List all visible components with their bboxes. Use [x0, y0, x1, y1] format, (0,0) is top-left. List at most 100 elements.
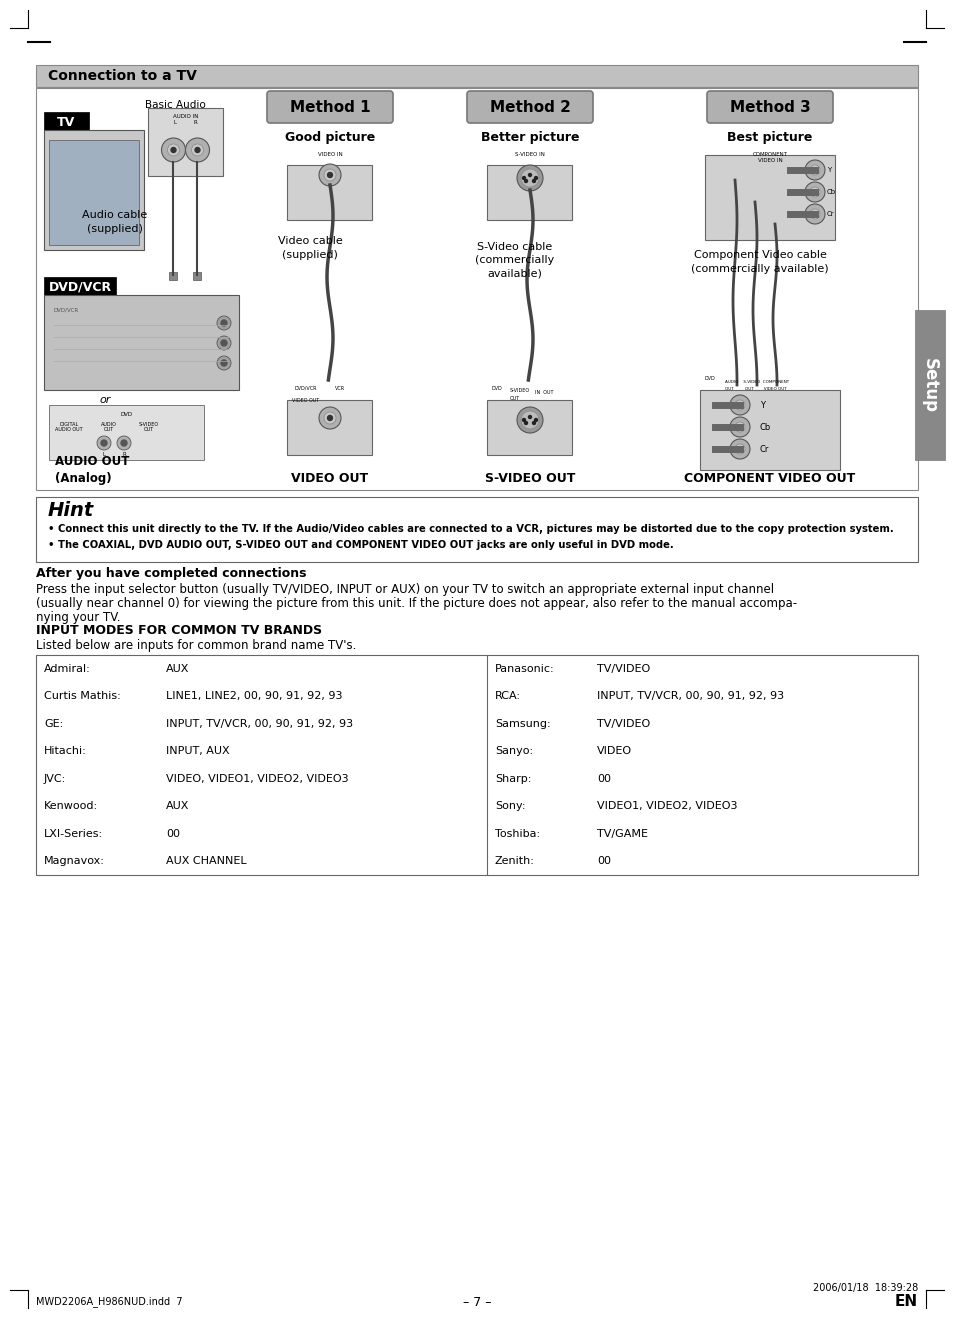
Text: DIGITAL
AUDIO OUT: DIGITAL AUDIO OUT	[55, 422, 83, 432]
Text: TV/GAME: TV/GAME	[597, 829, 647, 838]
Circle shape	[327, 173, 333, 178]
Text: AUX: AUX	[166, 664, 190, 673]
Text: VIDEO IN: VIDEO IN	[317, 153, 342, 157]
Text: Method 1: Method 1	[290, 100, 370, 116]
Text: 00: 00	[166, 829, 180, 838]
Bar	[36, 497, 917, 561]
Text: VIDEO OUT: VIDEO OUT	[291, 472, 368, 485]
Circle shape	[729, 395, 749, 415]
Text: Basic Audio: Basic Audio	[145, 100, 205, 109]
Text: R: R	[193, 120, 197, 125]
Text: IN  OUT: IN OUT	[535, 390, 553, 395]
Circle shape	[524, 179, 527, 182]
Circle shape	[221, 360, 227, 366]
Bar	[44, 277, 116, 295]
Text: Method 2: Method 2	[489, 100, 570, 116]
Text: DVD: DVD	[492, 385, 502, 390]
Circle shape	[804, 159, 824, 181]
Circle shape	[809, 187, 820, 196]
Text: L: L	[102, 452, 106, 457]
Text: VIDEO1, VIDEO2, VIDEO3: VIDEO1, VIDEO2, VIDEO3	[597, 801, 737, 812]
Bar	[193, 272, 201, 279]
Text: INPUT, TV/VCR, 00, 90, 91, 92, 93: INPUT, TV/VCR, 00, 90, 91, 92, 93	[166, 718, 353, 729]
Circle shape	[324, 413, 335, 424]
Text: Listed below are inputs for common brand name TV's.: Listed below are inputs for common brand…	[36, 639, 356, 652]
Bar	[49, 405, 204, 460]
Text: RCA:: RCA:	[495, 691, 520, 701]
Text: nying your TV.: nying your TV.	[36, 610, 120, 623]
Bar	[44, 295, 239, 390]
Circle shape	[318, 163, 340, 186]
Text: Magnavox:: Magnavox:	[44, 857, 105, 866]
Bar	[170, 272, 177, 279]
Text: INPUT, AUX: INPUT, AUX	[166, 746, 230, 757]
Bar	[287, 165, 372, 220]
Text: DVD: DVD	[704, 376, 715, 381]
Text: Audio cable
(supplied): Audio cable (supplied)	[82, 211, 148, 233]
Text: or: or	[99, 395, 111, 405]
Text: Setup: Setup	[920, 357, 938, 413]
Text: • Connect this unit directly to the TV. If the Audio/Video cables are connected : • Connect this unit directly to the TV. …	[48, 525, 893, 534]
Circle shape	[804, 204, 824, 224]
Circle shape	[534, 177, 537, 179]
FancyBboxPatch shape	[267, 91, 393, 123]
Circle shape	[168, 144, 179, 156]
Text: Y: Y	[760, 401, 764, 410]
Circle shape	[534, 419, 537, 422]
Circle shape	[528, 174, 531, 177]
Text: AUDIO IN: AUDIO IN	[172, 113, 198, 119]
Circle shape	[522, 419, 525, 422]
Text: After you have completed connections: After you have completed connections	[36, 567, 306, 580]
Circle shape	[171, 148, 175, 153]
Text: S-VIDEO OUT: S-VIDEO OUT	[484, 472, 575, 485]
Text: Hint: Hint	[48, 502, 94, 521]
Text: DVD/VCR: DVD/VCR	[49, 281, 112, 294]
Circle shape	[522, 177, 525, 179]
Circle shape	[121, 440, 127, 445]
Text: 2006/01/18  18:39:28: 2006/01/18 18:39:28	[812, 1282, 917, 1293]
Text: Zenith:: Zenith:	[495, 857, 535, 866]
Circle shape	[221, 320, 227, 326]
Text: Sanyo:: Sanyo:	[495, 746, 533, 757]
Circle shape	[117, 436, 131, 449]
Circle shape	[194, 148, 200, 153]
Text: AUX CHANNEL: AUX CHANNEL	[166, 857, 247, 866]
Text: COMPONENT VIDEO OUT: COMPONENT VIDEO OUT	[683, 472, 855, 485]
Circle shape	[809, 165, 820, 175]
Circle shape	[734, 444, 744, 453]
Text: • The COAXIAL, DVD AUDIO OUT, S-VIDEO OUT and COMPONENT VIDEO OUT jacks are only: • The COAXIAL, DVD AUDIO OUT, S-VIDEO OU…	[48, 540, 673, 550]
Text: Sony:: Sony:	[495, 801, 525, 812]
Circle shape	[812, 212, 816, 216]
Text: COMPONENT
VIDEO IN: COMPONENT VIDEO IN	[752, 152, 786, 163]
Text: GE:: GE:	[44, 718, 63, 729]
Bar	[487, 399, 572, 455]
Text: VCR: VCR	[335, 385, 345, 390]
Text: OUT: OUT	[510, 395, 519, 401]
Circle shape	[734, 422, 744, 432]
Text: TV/VIDEO: TV/VIDEO	[597, 718, 650, 729]
Circle shape	[738, 447, 741, 451]
Text: S-VIDEO IN: S-VIDEO IN	[515, 153, 544, 157]
Circle shape	[812, 167, 816, 173]
Circle shape	[809, 210, 820, 219]
Text: – 7 –: – 7 –	[462, 1296, 491, 1309]
Text: Toshiba:: Toshiba:	[495, 829, 539, 838]
Text: Connection to a TV: Connection to a TV	[48, 69, 196, 83]
Circle shape	[812, 190, 816, 194]
Text: Panasonic:: Panasonic:	[495, 664, 554, 673]
Circle shape	[192, 144, 203, 156]
Text: L: L	[173, 120, 177, 125]
Text: VIDEO OUT: VIDEO OUT	[293, 398, 319, 402]
Text: EN: EN	[894, 1294, 917, 1310]
Text: S-Video cable
(commercially
available): S-Video cable (commercially available)	[475, 241, 554, 278]
Circle shape	[532, 422, 535, 424]
Circle shape	[97, 436, 111, 449]
Bar	[914, 310, 944, 460]
Circle shape	[520, 411, 538, 428]
Circle shape	[517, 407, 542, 434]
Text: LINE1, LINE2, 00, 90, 91, 92, 93: LINE1, LINE2, 00, 90, 91, 92, 93	[166, 691, 342, 701]
Circle shape	[738, 424, 741, 428]
FancyBboxPatch shape	[467, 91, 593, 123]
Text: VIDEO, VIDEO1, VIDEO2, VIDEO3: VIDEO, VIDEO1, VIDEO2, VIDEO3	[166, 774, 348, 784]
Text: R: R	[122, 452, 126, 457]
